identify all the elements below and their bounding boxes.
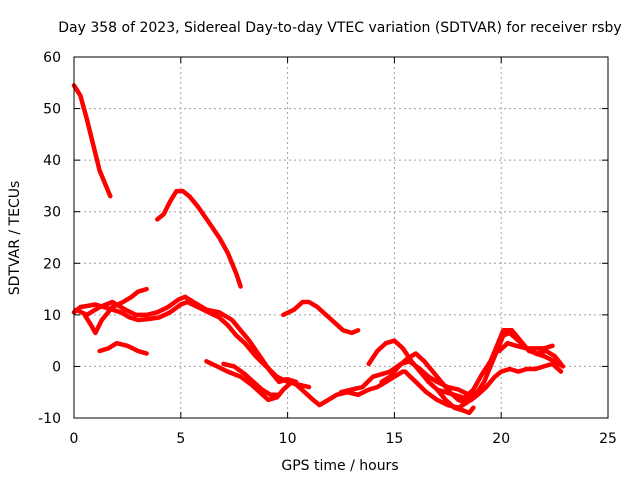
series-track-17 xyxy=(434,387,474,403)
y-tick-label: 20 xyxy=(43,256,61,272)
series-track-16 xyxy=(496,340,555,354)
x-tick-label: 25 xyxy=(599,431,617,447)
x-tick-label: 20 xyxy=(492,431,510,447)
series-track-9 xyxy=(281,299,361,336)
y-axis-label: SDTVAR / TECUs xyxy=(7,181,23,296)
y-tick-label: 30 xyxy=(43,205,61,221)
series-track-1 xyxy=(71,83,113,199)
series-track-15 xyxy=(462,328,564,400)
y-tick-label: 10 xyxy=(43,308,61,324)
plot-frame xyxy=(73,56,609,419)
x-axis-label: GPS time / hours xyxy=(281,458,398,474)
series-track-10 xyxy=(283,369,406,408)
x-tick-label: 0 xyxy=(70,431,79,447)
x-axis-ticks: 0 5 10 15 20 25 xyxy=(70,57,617,447)
x-tick-label: 5 xyxy=(176,431,185,447)
chart-title: Day 358 of 2023, Sidereal Day-to-day VTE… xyxy=(58,20,621,36)
y-tick-label: 60 xyxy=(43,50,61,66)
x-tick-label: 10 xyxy=(279,431,297,447)
series-track-12 xyxy=(366,338,476,416)
data-series xyxy=(71,83,566,416)
series-track-8 xyxy=(221,361,282,398)
y-tick-label: 50 xyxy=(43,102,61,118)
y-axis-ticks: -10 0 10 20 30 40 50 60 xyxy=(38,50,608,427)
x-tick-label: 15 xyxy=(385,431,403,447)
series-track-2 xyxy=(155,188,243,289)
series-track-5 xyxy=(82,286,149,336)
grid xyxy=(74,57,608,418)
y-tick-label: 0 xyxy=(52,359,61,375)
series-track-6 xyxy=(97,340,149,356)
y-tick-label: 40 xyxy=(43,153,61,169)
y-tick-label: -10 xyxy=(38,411,61,427)
